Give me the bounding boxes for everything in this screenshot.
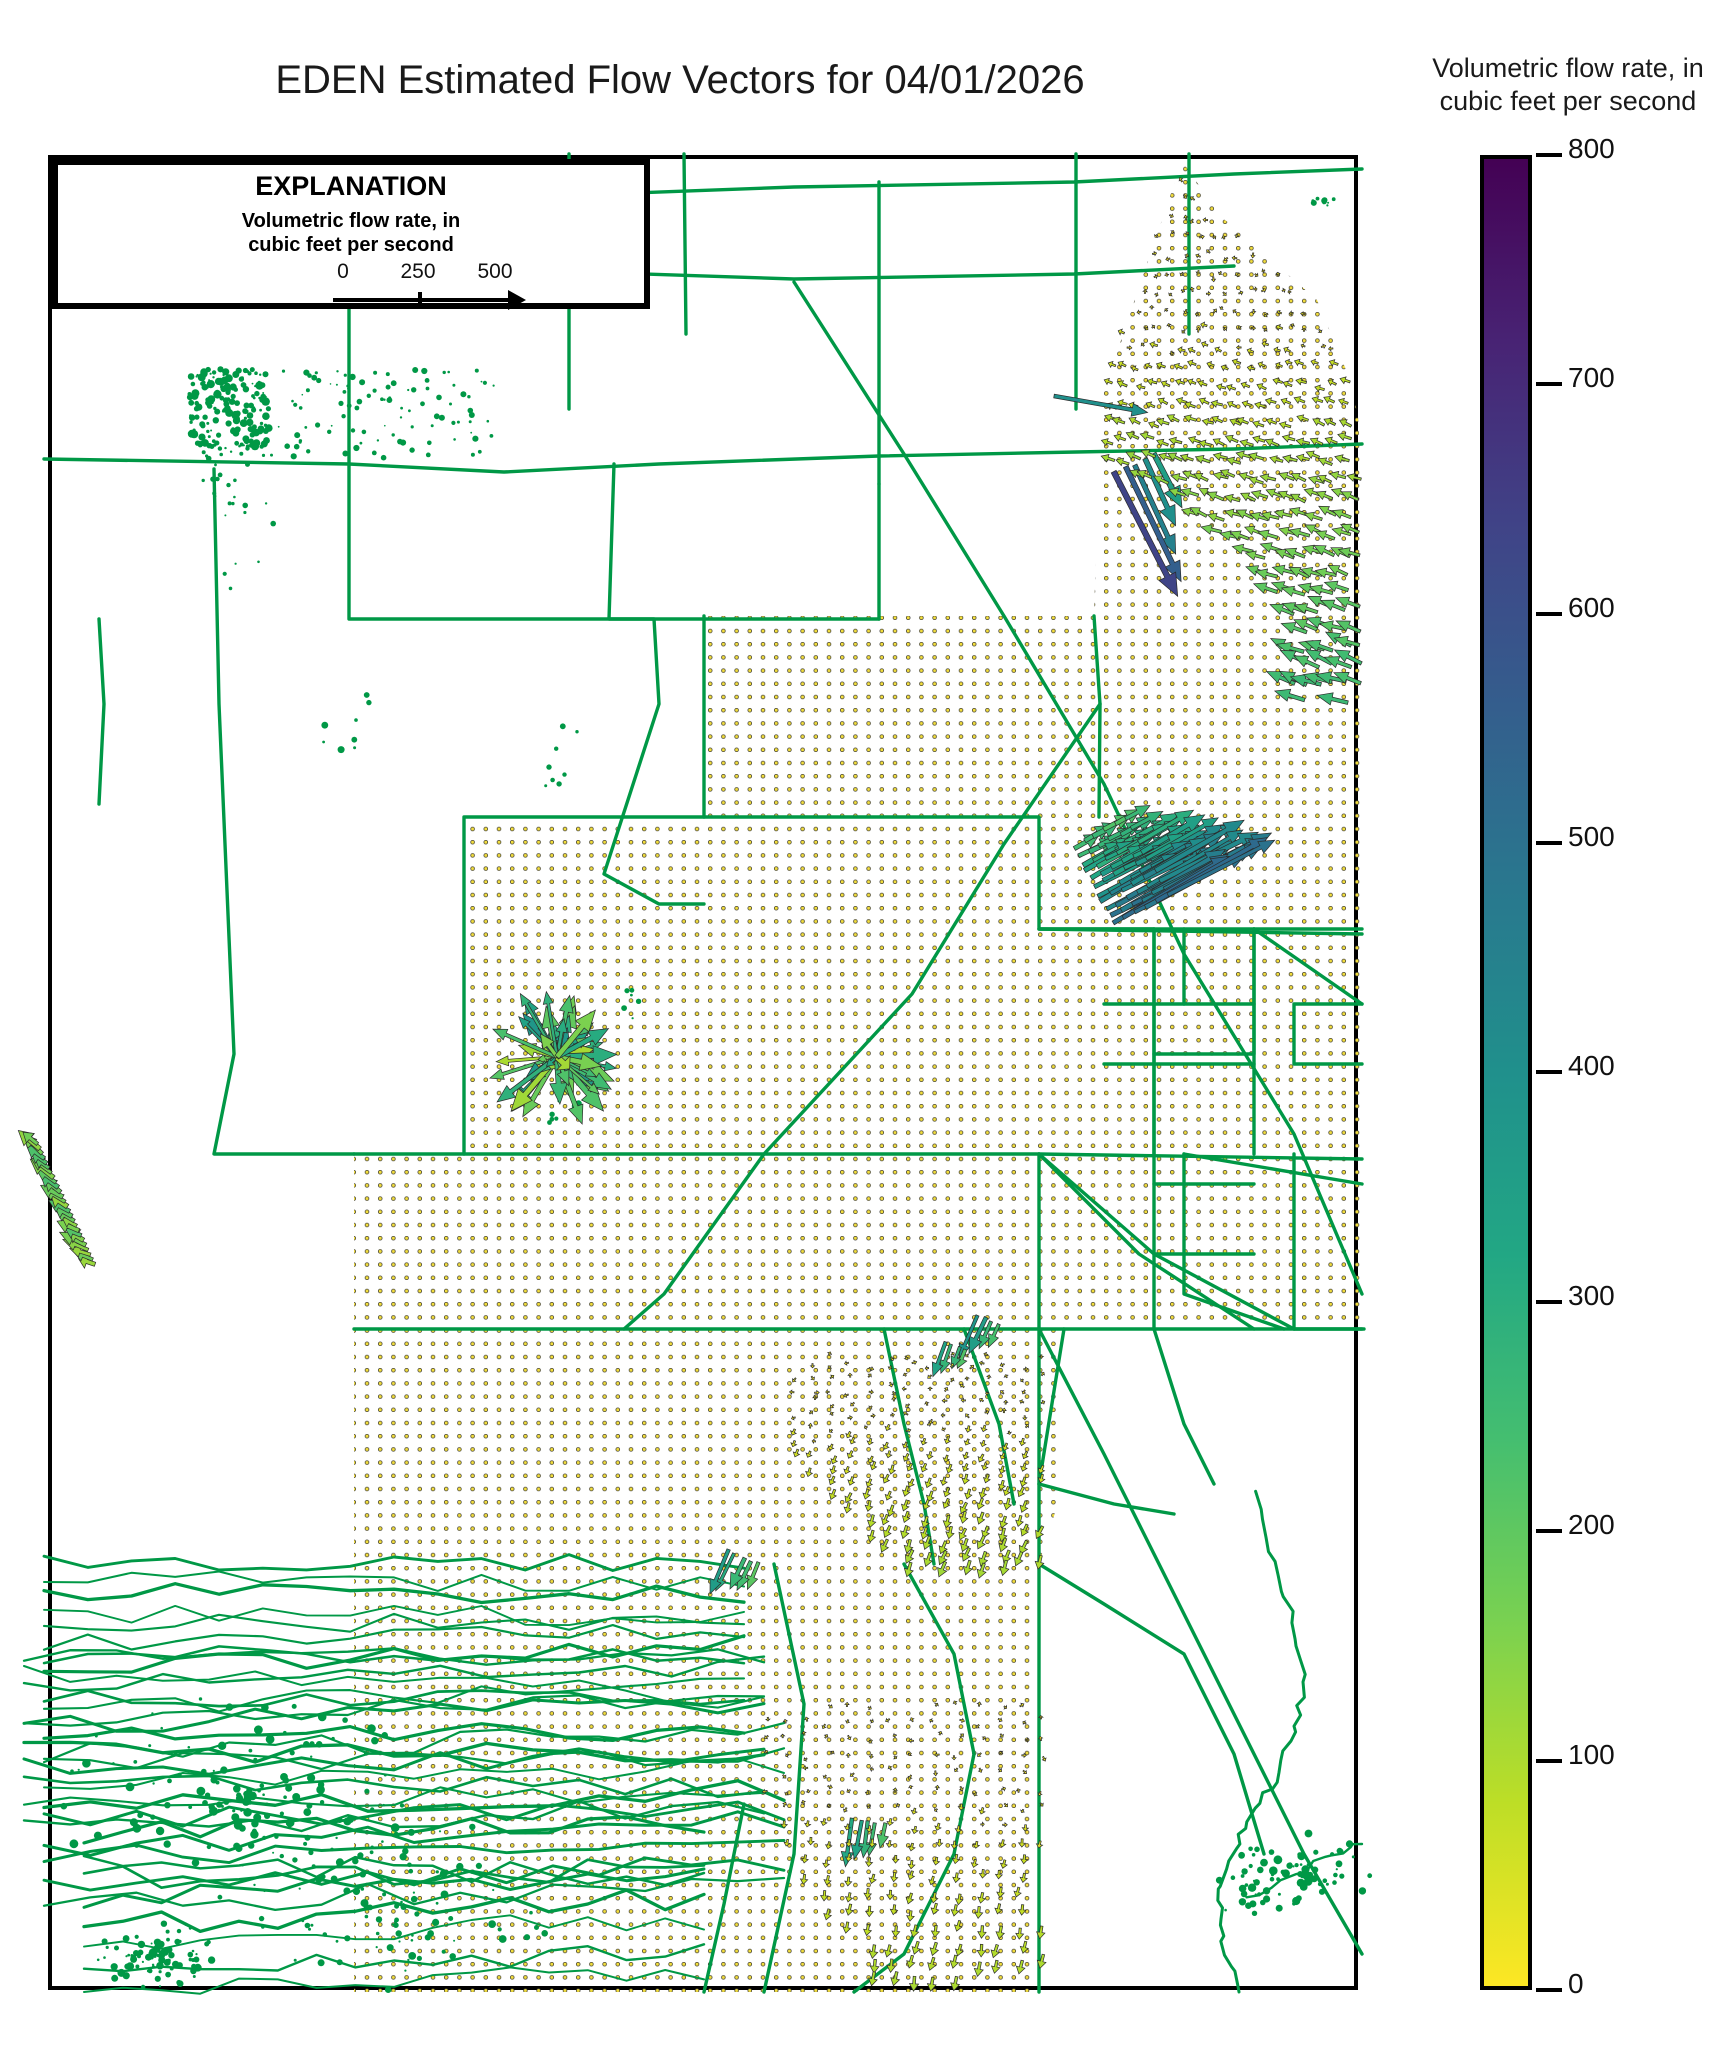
svg-text:0: 0 — [337, 260, 349, 283]
svg-text:250: 250 — [400, 260, 435, 283]
svg-text:500: 500 — [477, 260, 512, 283]
